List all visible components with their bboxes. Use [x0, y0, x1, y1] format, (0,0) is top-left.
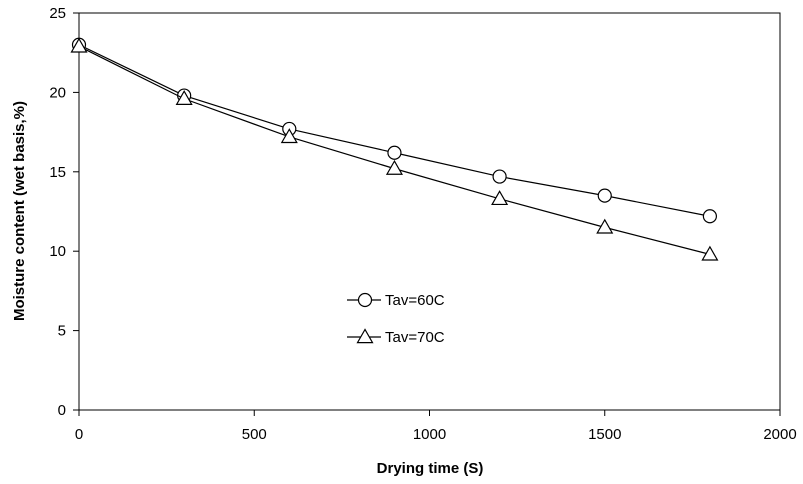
data-point-triangle: [701, 245, 719, 261]
x-tick-label: 1000: [413, 426, 446, 443]
legend-item: Tav=70C: [347, 328, 445, 346]
data-point-circle: [492, 169, 507, 184]
data-point-triangle: [70, 37, 88, 53]
y-tick-label: 15: [49, 164, 66, 181]
data-point-circle: [702, 209, 718, 224]
x-tick-label: 1500: [588, 426, 621, 443]
data-point-triangle: [596, 218, 614, 234]
data-point-triangle: [385, 159, 403, 175]
legend-label: Tav=70C: [385, 329, 445, 346]
series-line: [78, 44, 711, 217]
data-point-triangle: [280, 128, 298, 144]
x-axis-title: Drying time (S): [377, 460, 484, 477]
series-triangle: [70, 37, 719, 261]
y-tick-label: 20: [49, 84, 66, 101]
x-axis: 0 500 1000 1500 2000: [75, 410, 797, 443]
legend-label: Tav=60C: [385, 292, 445, 309]
plot-area-frame: [78, 12, 781, 411]
series-circle: [71, 37, 718, 224]
y-tick-label: 10: [49, 243, 66, 260]
data-point-triangle: [175, 90, 193, 105]
y-axis: 0 5 10 15 20 25: [49, 5, 79, 419]
x-tick-label: 2000: [763, 426, 796, 443]
y-tick-label: 0: [58, 402, 66, 419]
y-tick-label: 25: [49, 5, 66, 22]
y-axis-title: Moisture content (wet basis,%): [11, 101, 28, 321]
legend: Tav=60C Tav=70C: [347, 292, 445, 346]
x-tick-label: 500: [242, 426, 267, 443]
y-tick-label: 5: [58, 323, 66, 340]
series-layer: [70, 37, 719, 261]
data-point-circle: [387, 145, 402, 160]
data-point-circle: [597, 188, 612, 203]
x-tick-label: 0: [75, 426, 83, 443]
legend-marker-circle: [357, 292, 373, 308]
legend-item: Tav=60C: [347, 292, 445, 309]
legend-marker-triangle: [356, 328, 374, 344]
data-point-triangle: [491, 190, 509, 206]
